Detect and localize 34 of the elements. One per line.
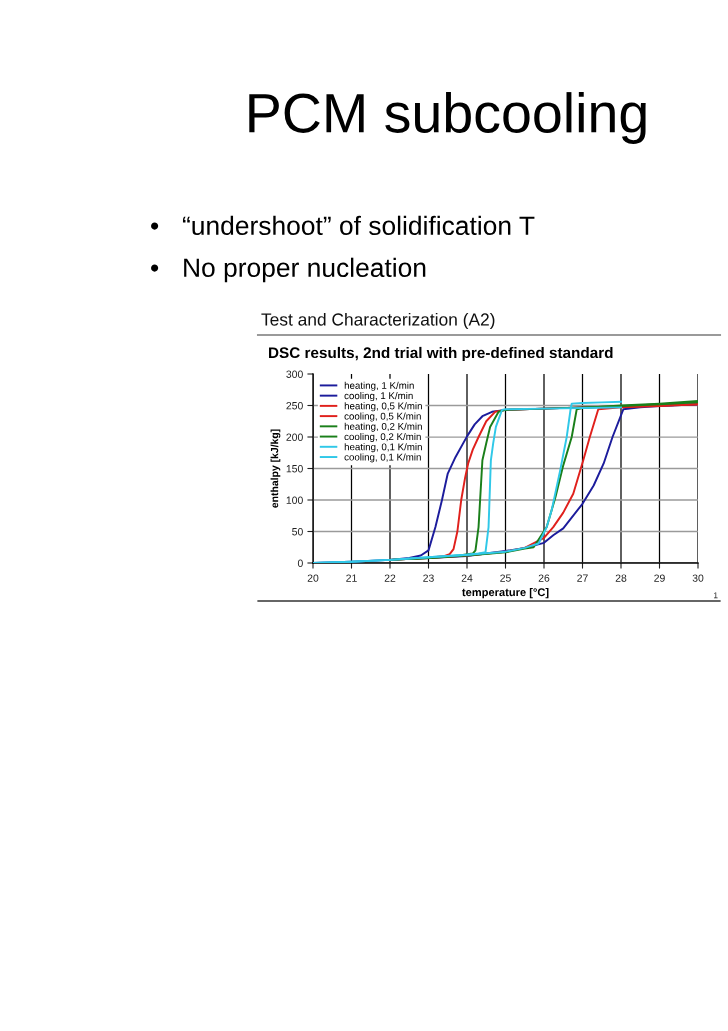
y-tick-label: 250 bbox=[286, 402, 303, 410]
text: • “undershoot” of solidification T bbox=[151, 215, 535, 236]
x-tick-label: 20 bbox=[307, 574, 319, 582]
x-tick-label: 30 bbox=[692, 574, 704, 582]
legend-label: cooling, 0,2 K/min bbox=[344, 432, 421, 442]
legend-label: heating, 1 K/min bbox=[344, 381, 414, 391]
legend-label: cooling, 0,1 K/min bbox=[344, 453, 421, 463]
y-tick-label: 150 bbox=[286, 465, 303, 473]
legend-label: heating, 0,1 K/min bbox=[344, 443, 422, 453]
x-tick-label: 22 bbox=[384, 574, 396, 582]
chart-title: PCM subcooling bbox=[249, 92, 646, 144]
x-axis-title: temperature [°C] bbox=[462, 587, 549, 599]
y-tick-label: 300 bbox=[286, 370, 303, 378]
y-tick-label: 200 bbox=[286, 433, 303, 441]
x-tick-label: 27 bbox=[577, 574, 588, 582]
x-tick-label: 25 bbox=[500, 574, 511, 582]
y-axis-title: enthalpy [kJ/kg] bbox=[270, 429, 281, 508]
x-tick-label: 26 bbox=[538, 574, 550, 582]
y-tick-label: 100 bbox=[286, 496, 303, 504]
x-tick-label: 23 bbox=[423, 574, 434, 582]
text: • No proper nucleation bbox=[151, 257, 426, 283]
text: Test and Characterization (A2) bbox=[261, 312, 495, 330]
y-tick-label: 50 bbox=[292, 528, 303, 536]
x-tick-label: 21 bbox=[346, 574, 357, 582]
x-tick-label: 28 bbox=[615, 574, 627, 582]
chart-subtitle: DSC results, 2nd trial with pre-defined standard bbox=[269, 346, 613, 362]
legend-label: cooling, 1 K/min bbox=[344, 392, 413, 402]
legend-label: heating, 0,5 K/min bbox=[344, 402, 422, 412]
x-tick-label: 29 bbox=[654, 574, 665, 582]
legend-label: cooling, 0,5 K/min bbox=[344, 412, 421, 422]
legend-label: heating, 0,2 K/min bbox=[344, 422, 422, 432]
x-tick-label: 24 bbox=[461, 574, 473, 582]
y-tick-label: 0 bbox=[297, 559, 303, 567]
text: 1 bbox=[714, 592, 718, 599]
